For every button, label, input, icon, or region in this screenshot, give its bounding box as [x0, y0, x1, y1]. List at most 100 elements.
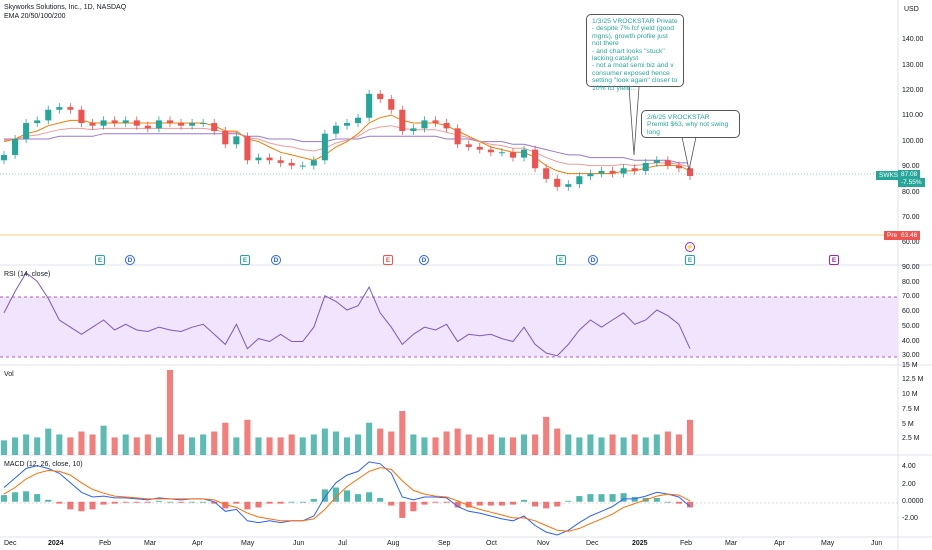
- macd-histogram-bar: [554, 501, 561, 507]
- candle-body: [664, 160, 671, 166]
- candle-body: [465, 144, 472, 147]
- candle-body: [288, 162, 295, 166]
- ema-20-line: [3, 114, 691, 175]
- macd-histogram-bar: [299, 501, 306, 503]
- candle-body: [122, 120, 129, 124]
- upcoming-earnings-badge[interactable]: E: [829, 255, 839, 265]
- time-tick: Nov: [537, 540, 550, 547]
- note-callout-2[interactable]: 2/6/25 VROCKSTAR Premkt $63, why not swi…: [641, 110, 740, 138]
- candle-body: [443, 123, 450, 129]
- candle-body: [23, 123, 30, 139]
- time-tick: Oct: [486, 540, 497, 547]
- volume-tick: 7.5 M: [902, 406, 920, 413]
- time-tick: Apr: [774, 540, 785, 547]
- earnings-event-badge[interactable]: E: [556, 255, 566, 265]
- time-tick: 2025: [632, 540, 648, 547]
- earnings-event-badge[interactable]: E: [383, 255, 393, 265]
- pre-market-price-tag: 63.46: [898, 231, 921, 240]
- macd-histogram-bar: [598, 494, 605, 502]
- earnings-event-badge[interactable]: E: [95, 255, 105, 265]
- volume-bar: [664, 431, 671, 455]
- volume-bar: [598, 437, 605, 455]
- volume-bar: [321, 428, 328, 455]
- dividend-event-badge[interactable]: D: [588, 255, 598, 265]
- candle-body: [454, 128, 461, 145]
- candle-body: [410, 128, 417, 132]
- macd-histogram-bar: [332, 487, 339, 502]
- note-callout-1[interactable]: 1/3/25 VROCKSTAR Private - despite 7% fc…: [586, 14, 684, 92]
- macd-histogram-bar: [78, 501, 85, 512]
- rsi-tick: 50.00: [902, 323, 920, 330]
- ema-indicator-label[interactable]: EMA 20/50/100/200: [4, 13, 66, 20]
- volume-bar: [465, 434, 472, 455]
- macd-histogram-bar: [12, 492, 19, 502]
- volume-bar: [476, 437, 483, 455]
- volume-pane-label[interactable]: Vol: [4, 371, 14, 378]
- volume-bar: [233, 437, 240, 455]
- macd-histogram-bar: [355, 494, 362, 502]
- candle-body: [576, 176, 583, 185]
- volume-bar: [111, 437, 118, 455]
- volume-bar: [620, 437, 627, 455]
- rsi-tick: 60.00: [902, 308, 920, 315]
- volume-bar: [211, 431, 218, 455]
- macd-histogram-bar: [432, 501, 439, 503]
- time-tick: May: [241, 540, 255, 547]
- macd-histogram-bar: [189, 501, 196, 503]
- candle-body: [34, 120, 41, 124]
- time-tick: Jun: [871, 540, 883, 547]
- volume-tick: 10 M: [902, 391, 918, 398]
- macd-tick: 4.00: [902, 463, 916, 470]
- rsi-line: [3, 271, 691, 357]
- earnings-event-badge[interactable]: E: [240, 255, 250, 265]
- dividend-event-badge[interactable]: D: [125, 255, 135, 265]
- time-tick: Apr: [192, 540, 203, 547]
- macd-histogram-bar: [476, 501, 483, 506]
- earnings-event-badge[interactable]: E: [685, 255, 695, 265]
- macd-histogram-bar: [421, 501, 428, 505]
- volume-bar: [100, 425, 107, 455]
- macd-histogram-bar: [67, 501, 74, 510]
- volume-bar: [244, 419, 251, 455]
- volume-bar: [67, 437, 74, 455]
- candle-body: [133, 120, 140, 126]
- volume-bar: [520, 434, 528, 455]
- candle-body: [653, 160, 660, 163]
- volume-bar: [0, 440, 8, 455]
- candle-body: [355, 117, 362, 124]
- dividend-event-badge[interactable]: D: [419, 255, 429, 265]
- rsi-pane-label[interactable]: RSI (14, close): [4, 271, 51, 278]
- candle-body: [631, 168, 638, 171]
- macd-histogram-bar: [565, 500, 572, 502]
- price-tick: 100.00: [902, 138, 924, 145]
- volume-bar: [12, 437, 19, 455]
- macd-histogram-bar: [45, 499, 52, 502]
- macd-histogram-bar: [56, 501, 63, 504]
- candle-body: [56, 107, 63, 110]
- macd-pane-label[interactable]: MACD (12, 26, close, 10): [4, 461, 83, 468]
- time-tick: May: [821, 540, 835, 547]
- currency-label[interactable]: USD: [904, 6, 919, 13]
- volume-tick: 5 M: [902, 421, 914, 428]
- volume-bar: [299, 437, 306, 455]
- volume-bar: [266, 437, 273, 455]
- split-event-icon[interactable]: ⚡: [685, 242, 695, 252]
- candle-body: [421, 120, 428, 129]
- symbol-title[interactable]: Skyworks Solutions, Inc., 1D, NASDAQ: [4, 4, 127, 11]
- dividend-event-badge[interactable]: D: [271, 255, 281, 265]
- time-tick: Mar: [725, 540, 738, 547]
- last-change-tag: -7.55%: [898, 178, 925, 187]
- candle-body: [144, 125, 151, 129]
- macd-histogram-bar: [111, 501, 118, 504]
- volume-bar: [89, 434, 96, 455]
- macd-histogram-bar: [255, 501, 262, 508]
- macd-histogram-bar: [388, 501, 395, 506]
- candle-body: [310, 160, 317, 166]
- volume-bar: [222, 422, 229, 455]
- macd-histogram-bar: [211, 501, 218, 504]
- volume-bar: [421, 437, 428, 455]
- price-tick: 90.00: [902, 163, 920, 170]
- volume-bar: [565, 434, 572, 455]
- candle-body: [12, 138, 19, 155]
